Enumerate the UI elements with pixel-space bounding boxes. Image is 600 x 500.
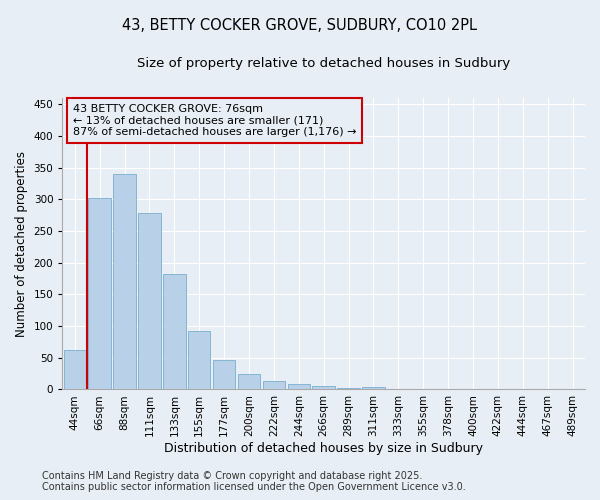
Bar xyxy=(337,388,360,390)
Text: 43 BETTY COCKER GROVE: 76sqm
← 13% of detached houses are smaller (171)
87% of s: 43 BETTY COCKER GROVE: 76sqm ← 13% of de… xyxy=(73,104,356,137)
Bar xyxy=(287,384,310,390)
X-axis label: Distribution of detached houses by size in Sudbury: Distribution of detached houses by size … xyxy=(164,442,483,455)
Bar xyxy=(188,330,211,390)
Title: Size of property relative to detached houses in Sudbury: Size of property relative to detached ho… xyxy=(137,58,510,70)
Bar xyxy=(138,214,161,390)
Bar xyxy=(213,360,235,390)
Bar xyxy=(462,389,484,390)
Bar xyxy=(313,386,335,390)
Bar xyxy=(113,174,136,390)
Bar xyxy=(362,387,385,390)
Y-axis label: Number of detached properties: Number of detached properties xyxy=(15,151,28,337)
Bar xyxy=(88,198,111,390)
Text: Contains HM Land Registry data © Crown copyright and database right 2025.
Contai: Contains HM Land Registry data © Crown c… xyxy=(42,471,466,492)
Bar xyxy=(163,274,185,390)
Bar xyxy=(238,374,260,390)
Bar xyxy=(64,350,86,390)
Text: 43, BETTY COCKER GROVE, SUDBURY, CO10 2PL: 43, BETTY COCKER GROVE, SUDBURY, CO10 2P… xyxy=(122,18,478,32)
Bar xyxy=(263,380,285,390)
